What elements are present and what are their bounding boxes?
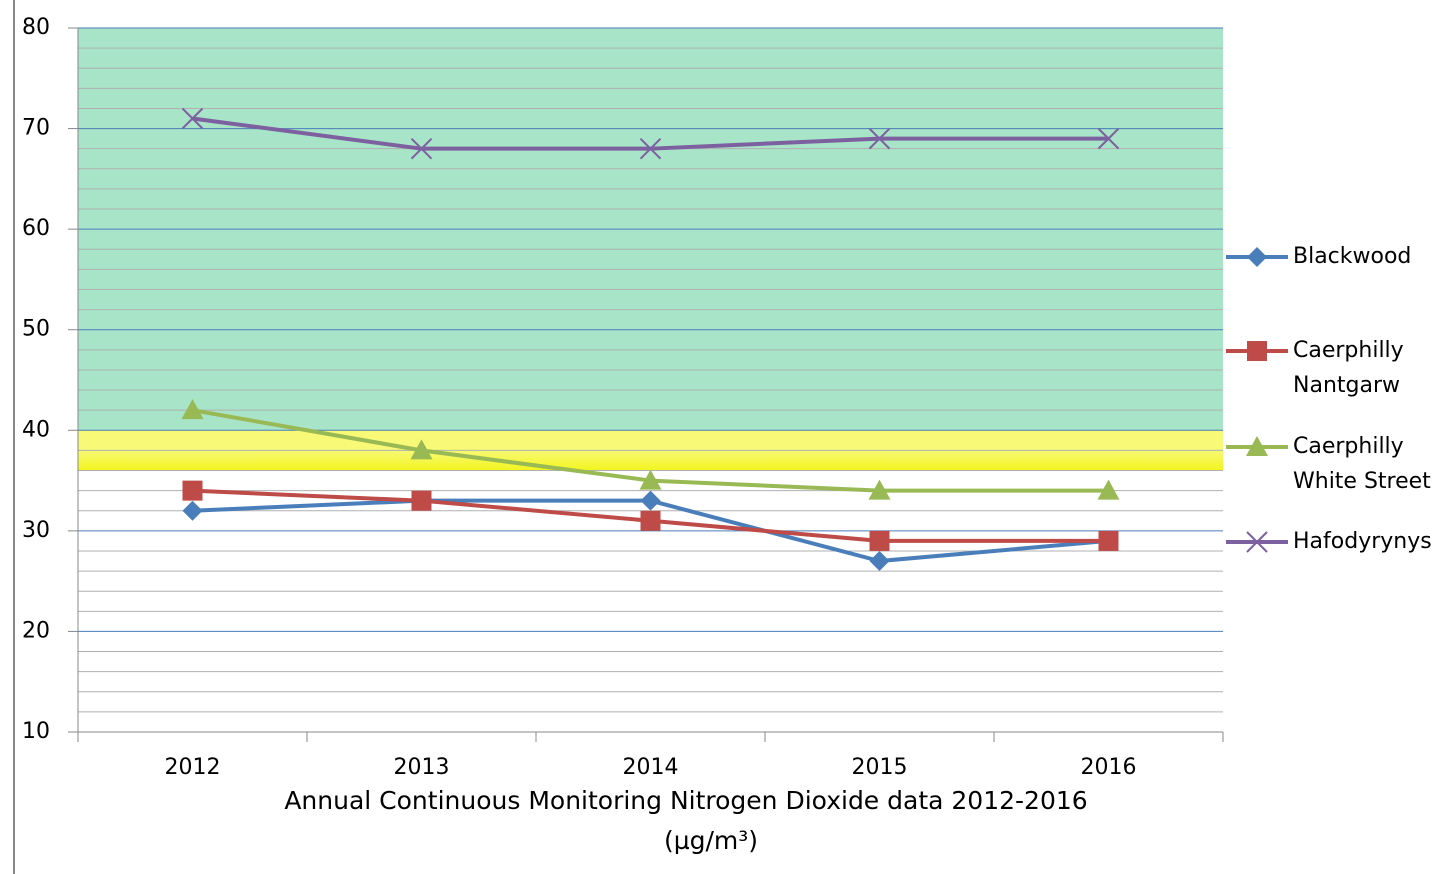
point <box>1097 479 1120 500</box>
x-tick-label: 2014 <box>623 755 679 780</box>
point <box>868 479 891 500</box>
chart-subtitle: (µg/m³) <box>664 826 758 855</box>
chart-title: Annual Continuous Monitoring Nitrogen Di… <box>284 786 1087 815</box>
point <box>1246 531 1268 553</box>
point <box>1098 530 1119 551</box>
point <box>182 500 203 521</box>
legend-label: Blackwood <box>1293 244 1412 269</box>
legend-label: Caerphilly Nantgarw <box>1293 338 1404 398</box>
x-tick-label: 2012 <box>165 755 221 780</box>
x-tick-label: 2013 <box>394 755 450 780</box>
point <box>410 439 433 460</box>
point <box>1247 247 1267 267</box>
point <box>868 127 891 150</box>
y-tick-label: 30 <box>22 518 50 543</box>
legend-label: Hafodyrynys <box>1293 529 1432 554</box>
y-tick-label: 60 <box>22 216 50 241</box>
point <box>410 137 433 160</box>
point <box>1247 341 1267 361</box>
x-tick-label: 2016 <box>1081 755 1137 780</box>
y-tick-label: 80 <box>22 15 50 40</box>
point <box>1097 127 1120 150</box>
point <box>869 530 890 551</box>
y-tick-label: 40 <box>22 417 50 442</box>
point <box>640 510 661 531</box>
point <box>639 137 662 160</box>
point <box>411 490 432 511</box>
y-tick-label: 50 <box>22 317 50 342</box>
x-tick-label: 2015 <box>852 755 908 780</box>
y-tick-label: 10 <box>22 719 50 744</box>
point <box>181 399 204 420</box>
point <box>181 107 204 130</box>
point <box>869 551 890 572</box>
y-tick-label: 70 <box>22 116 50 141</box>
legend-label: Caerphilly White Street <box>1293 434 1431 494</box>
y-tick-label: 20 <box>22 618 50 643</box>
point <box>640 490 661 511</box>
point <box>182 480 203 501</box>
point <box>1246 436 1268 456</box>
point <box>639 469 662 490</box>
